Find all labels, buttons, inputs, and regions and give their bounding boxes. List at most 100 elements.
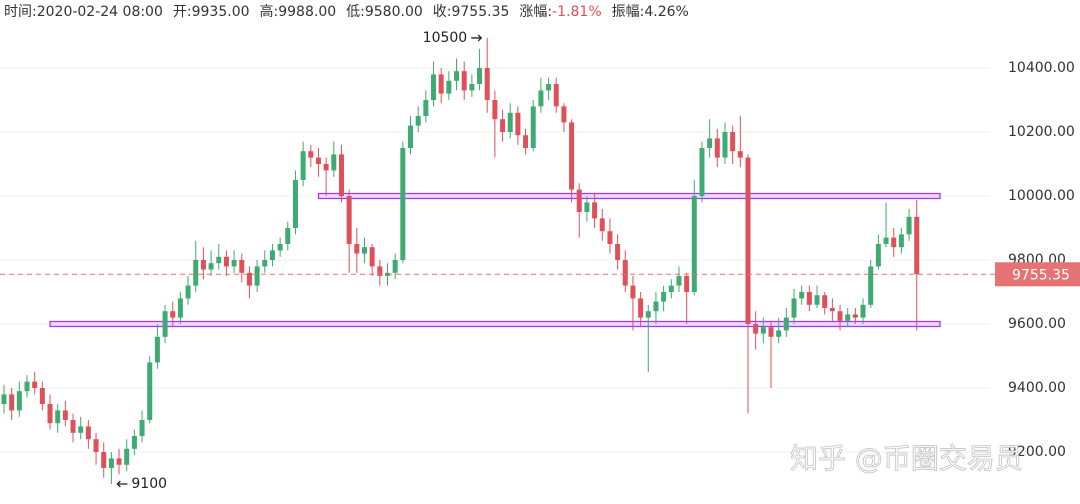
candle-body [484,68,490,100]
candle-body [254,266,260,286]
annotation: 10500 [423,30,468,46]
y-tick-label: 9200.00 [1008,444,1066,460]
overlay: 9755.35 10500 9100 知乎 @币圈交易员 [0,30,1080,492]
candles [1,37,920,484]
header-label: 高: [260,3,279,20]
candle-body [292,180,298,228]
level-line [317,192,941,200]
candle-body [630,285,636,299]
header-value: -1.81% [552,4,602,20]
candle-body [576,189,582,212]
watermark: 知乎 @币圈交易员 [790,442,1023,475]
candle-body [569,122,575,190]
candle-body [661,292,667,302]
candle-body [223,256,229,267]
candle-body [737,151,743,158]
candle-body [346,196,352,244]
candle-body [730,132,736,152]
candle-body [62,410,68,420]
candle-body [108,458,114,468]
candle-body [806,292,812,305]
candle-body [584,202,590,212]
candle-body [622,260,628,286]
candle-body [822,295,828,308]
candle-body [16,391,22,411]
candle-body [515,112,521,136]
candle-body [431,74,437,100]
candle-body [246,272,252,286]
candle-body [47,404,53,424]
candle-body [170,311,176,318]
candle-body [615,244,621,260]
header-value: 9935.00 [192,4,250,20]
candle-body [285,228,291,244]
candle-body [799,292,805,299]
candle-body [24,381,30,392]
candle-body [392,260,398,273]
candle-body [814,295,820,305]
candle-body [93,439,99,452]
candle-body [477,68,483,84]
candle-body [684,276,690,292]
candle-body [231,260,237,267]
candle-body [338,154,344,196]
candle-body [277,244,283,251]
candle-body [354,244,360,254]
y-tick-label: 10200.00 [1008,124,1075,140]
candle-body [645,311,651,318]
candle-body [154,336,160,363]
candle-body [216,256,222,264]
candle-body [331,154,337,171]
header-label: 时间: [4,4,37,20]
candle-body [607,231,613,244]
candle-body [177,298,183,318]
candle-body [239,260,245,273]
candle-body [323,164,329,171]
candle-body [523,135,529,148]
candle-body [653,301,659,312]
candle-body [408,125,414,148]
header-value: 9988.00 [278,4,336,20]
candle-body [78,426,84,433]
candle-body [308,151,314,158]
y-tick-label: 10000.00 [1008,188,1075,204]
candle-body [768,327,774,337]
candle-body [147,362,153,420]
candle-body [400,148,406,260]
candle-body [85,426,91,440]
candle-body [469,84,475,91]
candle-body [760,327,766,334]
candle-body [599,218,605,232]
candle-body [124,448,130,465]
y-tick-label: 10400.00 [1008,60,1075,76]
candle-body [377,266,383,276]
candle-body [829,308,835,312]
header-label: 收: [433,4,452,20]
candle-body [9,394,15,411]
candle-body [722,132,728,158]
candle-body [507,112,513,132]
header-value: 9755.35 [451,4,509,20]
header-label: 振幅: [612,4,645,20]
candle-body [546,84,552,91]
candle-body [561,106,567,123]
candle-body [32,381,38,388]
candle-body [553,84,559,107]
y-tick-label: 9600.00 [1008,316,1066,332]
candle-body [860,304,866,318]
candle-body [898,234,904,248]
candle-body [438,74,444,94]
annotation-arrow [471,34,483,42]
candle-body [883,237,889,244]
header-label: 涨幅: [519,4,552,20]
header-label: 开: [173,4,192,20]
candle-body [891,237,897,248]
candle-body [116,458,122,465]
candle-body [446,80,452,94]
header: 时间:2020-02-24 08:00 开:9935.00 高:9988.00 低:9… [4,3,689,20]
candle-body [914,216,920,275]
candle-body [906,216,912,235]
candle-body [837,311,843,321]
candle-body [193,260,199,286]
candle-body [592,202,598,219]
